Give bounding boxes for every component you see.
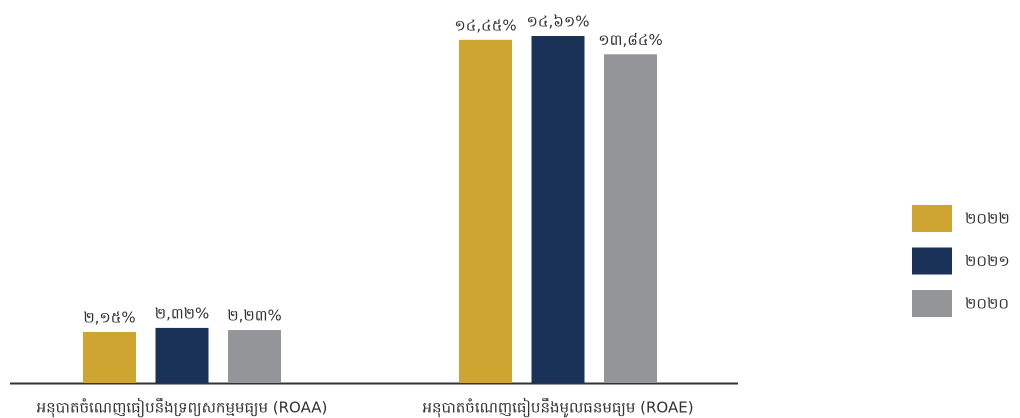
x-tick-label: អនុបាតចំណេញធៀបនឹងទ្រព្យសកម្មមធ្យម (ROAA) — [37, 398, 328, 418]
data-label: ២,១៥% — [83, 308, 135, 326]
legend-label: ២០២១ — [965, 252, 1010, 270]
bar — [83, 331, 136, 383]
data-label: ១៤,៦១% — [527, 13, 590, 31]
legend-swatch — [912, 290, 952, 317]
bar — [604, 54, 657, 384]
data-label: ១៤,៤៥% — [454, 16, 516, 34]
legend-label: ២០២២ — [965, 210, 1010, 228]
legend-swatch — [912, 205, 952, 232]
data-label: ២,៣២% — [155, 304, 210, 322]
bar — [531, 36, 585, 383]
bar — [228, 330, 281, 383]
legend-swatch — [912, 247, 952, 275]
legend-label: ២០២០ — [965, 295, 1009, 313]
data-label: ២,២៣% — [227, 307, 282, 325]
bar — [155, 327, 209, 383]
data-label: ១៣,៨៤% — [598, 31, 662, 49]
x-tick-label: អនុបាតចំណេញធៀបនឹងមូលធនមធ្យម (ROAE) — [422, 398, 693, 418]
bar — [459, 39, 512, 383]
